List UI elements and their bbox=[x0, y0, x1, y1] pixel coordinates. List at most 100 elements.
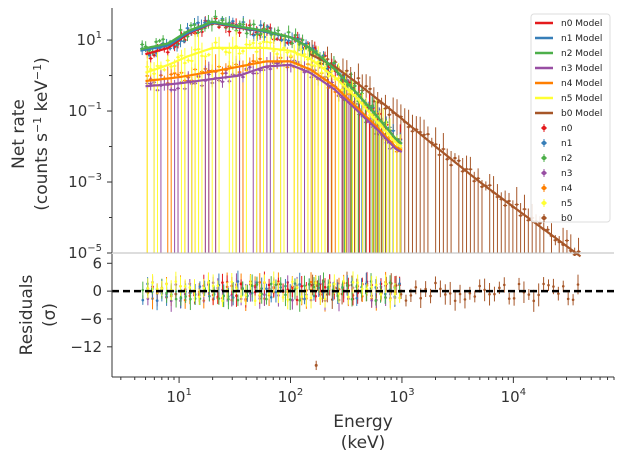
data-point-n4 bbox=[258, 45, 263, 253]
data-point-n5 bbox=[288, 52, 293, 60]
data-point-b0 bbox=[468, 156, 473, 253]
residual-point-b0 bbox=[571, 294, 575, 306]
data-point-b0 bbox=[561, 227, 566, 253]
residual-point-b0 bbox=[483, 278, 486, 302]
data-point-b0 bbox=[499, 192, 504, 253]
data-point-b0 bbox=[460, 157, 465, 253]
residual-point-b0 bbox=[527, 289, 531, 300]
residual-point-n5 bbox=[365, 283, 369, 295]
axes: 10−5 10−3 10−1 101 6 0 −6 −12 101 102 103 104 bbox=[68, 8, 615, 406]
data-point-b0 bbox=[425, 126, 430, 253]
residual-point-n5 bbox=[151, 274, 154, 292]
residual-point-n5 bbox=[249, 274, 252, 292]
data-point-n5 bbox=[278, 41, 283, 253]
model-line-n3 bbox=[145, 63, 403, 154]
data-point-n3 bbox=[237, 58, 242, 253]
residual-point-b0 bbox=[557, 286, 560, 301]
residual-point-n5 bbox=[286, 289, 290, 310]
residual-point-b0 bbox=[404, 294, 408, 307]
data-point-n5 bbox=[179, 49, 184, 253]
residual-point-n2 bbox=[341, 280, 344, 296]
data-point-b0 bbox=[406, 109, 411, 253]
residual-point-n2 bbox=[269, 276, 273, 292]
data-point-n3 bbox=[213, 68, 218, 253]
residual-point-b0 bbox=[434, 276, 437, 290]
data-point-n5 bbox=[254, 34, 259, 253]
legend-label-model: n3 Model bbox=[561, 64, 602, 74]
data-point-n5 bbox=[169, 64, 174, 70]
data-point-n2 bbox=[157, 38, 162, 43]
residual-point-b0 bbox=[537, 283, 540, 307]
residual-point-n5 bbox=[281, 292, 285, 302]
residual-point-n5 bbox=[314, 276, 317, 291]
data-point-n5 bbox=[227, 42, 232, 253]
residual-point-b0 bbox=[473, 290, 477, 303]
residual-point-n1 bbox=[269, 292, 273, 303]
residual-point-n2 bbox=[236, 294, 240, 306]
residual-point-n5 bbox=[263, 274, 266, 291]
data-point-n3 bbox=[206, 61, 211, 253]
data-point-b0 bbox=[449, 150, 454, 253]
ylabel-residuals-line1: Residuals bbox=[17, 275, 37, 356]
data-point-n3 bbox=[172, 79, 177, 253]
residual-point-n5 bbox=[230, 273, 234, 291]
residual-point-n2 bbox=[227, 289, 230, 310]
residual-point-n2 bbox=[293, 279, 297, 300]
data-point-n4 bbox=[240, 60, 245, 253]
ylabel-spectrum-line1: Net rate bbox=[9, 99, 29, 169]
model-line-n2 bbox=[140, 20, 403, 145]
data-point-n5 bbox=[312, 49, 317, 253]
legend-marker-dot bbox=[541, 170, 547, 176]
data-point-n1 bbox=[230, 17, 235, 25]
data-point-n0 bbox=[152, 52, 157, 58]
residual-point-b0 bbox=[439, 280, 442, 298]
residual-point-n2 bbox=[326, 279, 330, 295]
data-point-n3 bbox=[268, 52, 273, 253]
residual-point-b0 bbox=[488, 282, 491, 306]
ytick-label-spectrum: 10−3 bbox=[68, 172, 102, 191]
data-point-n5 bbox=[261, 33, 266, 253]
data-point-n2 bbox=[262, 21, 267, 36]
spectrum-panel bbox=[140, 10, 582, 258]
residual-point-n1 bbox=[236, 270, 240, 293]
data-point-n5 bbox=[189, 46, 194, 253]
data-point-b0 bbox=[522, 194, 527, 253]
data-point-n2 bbox=[178, 24, 183, 36]
residual-point-n5 bbox=[174, 271, 178, 292]
ylabel-residuals-line2: (σ) bbox=[40, 303, 60, 327]
residual-point-n5 bbox=[319, 292, 322, 305]
data-point-n3 bbox=[176, 77, 181, 253]
data-point-n5 bbox=[258, 41, 263, 46]
residual-point-b0 bbox=[468, 286, 472, 300]
data-point-b0 bbox=[541, 219, 546, 253]
residual-point-n5 bbox=[291, 276, 294, 287]
data-point-n2 bbox=[290, 38, 295, 49]
legend-marker-dot bbox=[541, 215, 547, 221]
data-point-n5 bbox=[323, 56, 328, 253]
data-point-b0 bbox=[549, 223, 554, 253]
residual-point-n5 bbox=[216, 280, 220, 291]
residual-point-b0 bbox=[507, 292, 511, 305]
xtick-label: 101 bbox=[166, 387, 191, 406]
residual-point-n2 bbox=[274, 279, 278, 291]
data-point-n5 bbox=[271, 33, 276, 253]
data-point-n5 bbox=[230, 36, 235, 253]
legend-label-model: n4 Model bbox=[561, 79, 602, 89]
residual-point-b0 bbox=[453, 290, 457, 311]
legend-label-model: n1 Model bbox=[561, 34, 602, 44]
data-point-b0 bbox=[456, 155, 461, 253]
data-point-n5 bbox=[295, 41, 300, 253]
data-point-n5 bbox=[268, 37, 273, 49]
legend-label-data: n2 bbox=[561, 154, 572, 164]
data-point-n5 bbox=[162, 67, 167, 72]
legend-label-data: n1 bbox=[561, 139, 572, 149]
data-point-b0 bbox=[576, 237, 581, 253]
xlabel-line2: (keV) bbox=[341, 433, 386, 453]
residual-point-b0 bbox=[532, 289, 536, 312]
xtick-label: 103 bbox=[389, 387, 414, 406]
data-point-n5 bbox=[148, 62, 153, 76]
residual-point-n5 bbox=[356, 274, 359, 291]
data-point-n4 bbox=[329, 75, 334, 253]
data-point-n5 bbox=[394, 135, 399, 253]
